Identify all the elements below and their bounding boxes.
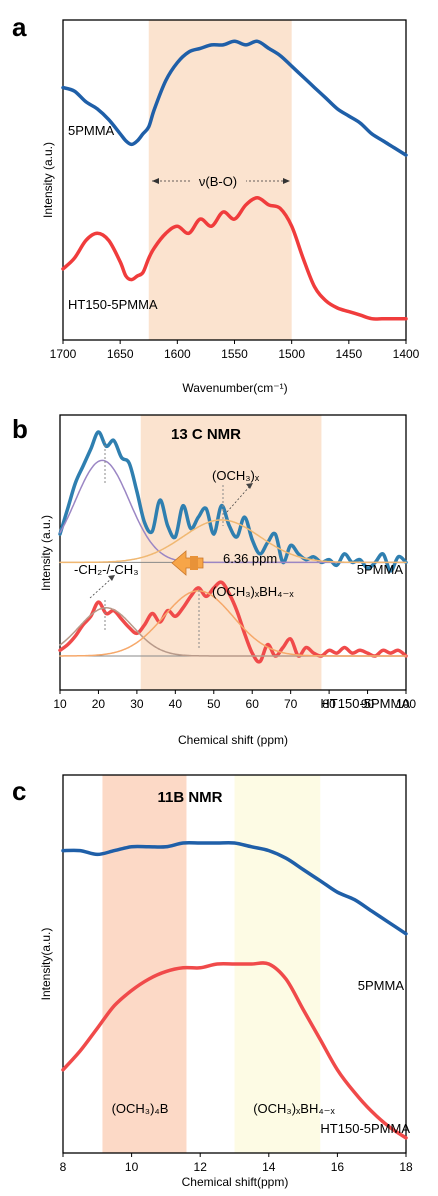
shift-arrow-icon xyxy=(171,550,204,576)
a-ylabel: Intensity (a.u.) xyxy=(41,142,55,218)
b-xtick-label-3: 40 xyxy=(169,697,183,711)
panel-a: a 1700 1650 1600 1550 1500 1450 1400 ν(B-O) 5P… xyxy=(12,12,420,395)
b-xtick-label-2: 30 xyxy=(130,697,144,711)
c-ylabel: Intensity(a.u.) xyxy=(39,928,53,1001)
c-xtick-label-2: 12 xyxy=(194,1160,208,1174)
b-series-line-1 xyxy=(58,580,408,664)
c-xlabel: Chemical shift(ppm) xyxy=(182,1175,289,1189)
b-annotation-boron: (OCH₃)ₓBH₄₋ₓ xyxy=(212,584,294,599)
a-series-line-1 xyxy=(61,196,408,321)
b-leader-och3 xyxy=(226,485,251,513)
c-title: 11B NMR xyxy=(157,789,222,806)
a-series-label-ht150: HT150-5PMMA xyxy=(68,297,158,312)
b-xtick-label-7: 80 xyxy=(322,697,336,711)
b-series-line-3 xyxy=(59,519,407,564)
b-series-label-ht150: HT150-5PMMA xyxy=(320,696,410,711)
b-series-line-5 xyxy=(59,590,407,657)
panel-label-c: c xyxy=(12,776,26,806)
a-xtick-label-6: 1400 xyxy=(393,347,420,361)
b-xtick-label-9: 100 xyxy=(396,697,416,711)
a-xlabel: Wavenumber(cm⁻¹) xyxy=(182,381,287,395)
a-series-line-0 xyxy=(61,39,408,157)
b-xtick-label-4: 50 xyxy=(207,697,221,711)
panel-c: c 8 10 12 14 16 18 11B NMR (OCH₃)₄B (OCH₃)ₓBH… xyxy=(12,774,413,1189)
c-plot-frame xyxy=(62,774,407,1154)
b-annotation-och3: (OCH₃)ₓ xyxy=(212,468,260,483)
b-leader-ch-head xyxy=(108,575,115,581)
b-annotation-ch: -CH₂-/-CH₃ xyxy=(74,562,139,577)
a-xtick-label-0: 1700 xyxy=(50,347,77,361)
a-arrowhead-left xyxy=(152,178,159,184)
b-leader-och3-head xyxy=(246,483,253,489)
b-xtick-label-5: 60 xyxy=(246,697,260,711)
b-title: 13 C NMR xyxy=(171,426,241,443)
c-region-label-2: (OCH₃)ₓBH₄₋ₓ xyxy=(253,1101,335,1116)
c-xtick-label-1: 10 xyxy=(125,1160,139,1174)
panel-label-a: a xyxy=(12,12,27,42)
a-xtick-label-5: 1450 xyxy=(335,347,362,361)
b-shaded-region xyxy=(140,415,322,690)
a-annotation: ν(B-O) xyxy=(199,174,237,189)
c-xtick-label-0: 8 xyxy=(60,1160,67,1174)
b-series-label-5pmma: 5PMMA xyxy=(357,562,404,577)
b-series-line-0 xyxy=(58,430,408,573)
b-xtick-label-6: 70 xyxy=(284,697,298,711)
b-ylabel: Intensity (a.u.) xyxy=(39,515,53,591)
b-xlabel: Chemical shift (ppm) xyxy=(178,733,288,747)
c-xtick-label-5: 18 xyxy=(399,1160,413,1174)
a-xtick-label-3: 1550 xyxy=(221,347,248,361)
b-xtick-label-1: 20 xyxy=(92,697,106,711)
c-series-line-1 xyxy=(61,961,408,1140)
c-series-label-ht150: HT150-5PMMA xyxy=(320,1121,410,1136)
c-series-line-0 xyxy=(61,840,408,936)
c-xtick-label-4: 16 xyxy=(331,1160,345,1174)
b-leader-ch xyxy=(89,577,113,599)
c-shade-band-0 xyxy=(102,775,187,1153)
b-xtick-label-8: 90 xyxy=(361,697,375,711)
a-arrowhead-right xyxy=(283,178,290,184)
b-annotation-shift: 6.36 ppm xyxy=(223,551,277,566)
a-xtick-label-2: 1600 xyxy=(164,347,191,361)
a-xtick-label-1: 1650 xyxy=(107,347,134,361)
b-xtick-label-0: 10 xyxy=(53,697,67,711)
b-plot-frame xyxy=(59,414,407,691)
a-xtick-label-4: 1500 xyxy=(278,347,305,361)
a-annotation-bg xyxy=(190,172,246,189)
c-shaded-region xyxy=(102,775,321,1153)
b-shade-band-0 xyxy=(140,415,322,690)
panel-b: b 10 20 30 40 50 60 70 80 90 100 13 C NMR -CH₂-/-… xyxy=(12,414,416,747)
c-region-label-1: (OCH₃)₄B xyxy=(112,1101,169,1116)
a-series-label-5pmma: 5PMMA xyxy=(68,123,115,138)
c-xtick-label-3: 14 xyxy=(262,1160,276,1174)
panel-label-b: b xyxy=(12,414,28,444)
c-series-label-5pmma: 5PMMA xyxy=(358,978,405,993)
